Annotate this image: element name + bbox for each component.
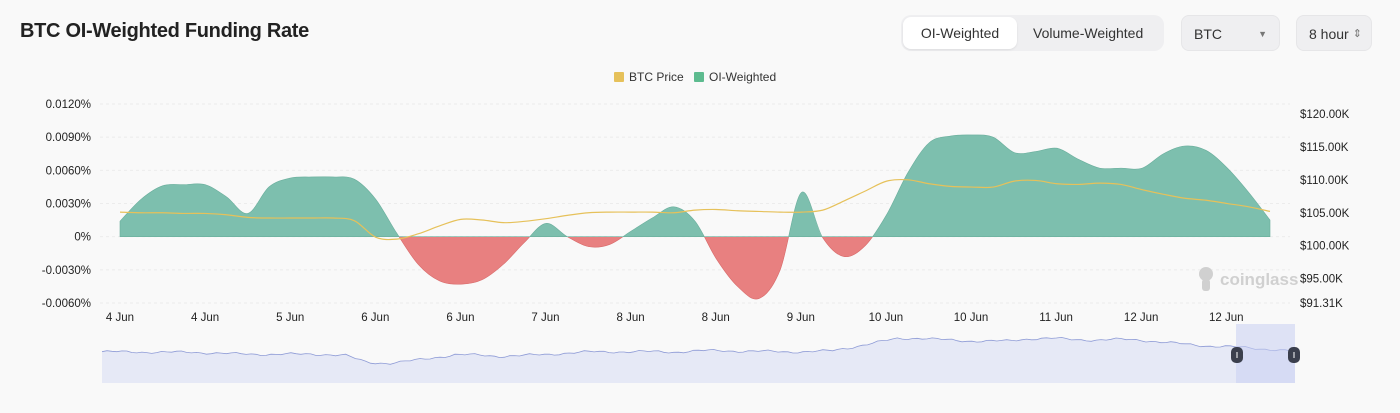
y-right-tick-label: $100.00K <box>1300 241 1350 253</box>
y-right-tick-label: $120.00K <box>1300 109 1350 121</box>
y-right-tick-label: $110.00K <box>1300 175 1349 187</box>
navigator-area <box>102 337 1295 383</box>
y-right-tick-label: $91.31K <box>1300 298 1343 310</box>
x-tick-label: 6 Jun <box>361 312 389 324</box>
x-tick-label: 5 Jun <box>276 312 304 324</box>
y-tick-label: 0.0120% <box>46 99 91 111</box>
x-tick-label: 4 Jun <box>191 312 219 324</box>
interval-select[interactable]: 8 hour ⇕ <box>1296 15 1372 51</box>
y-tick-label: 0.0090% <box>46 132 91 144</box>
navigator[interactable] <box>101 324 1300 383</box>
x-tick-label: 8 Jun <box>702 312 730 324</box>
btc-price-line <box>119 178 1271 241</box>
watermark-text: coinglass <box>1220 270 1298 289</box>
navigator-selection[interactable] <box>1236 324 1295 383</box>
x-tick-label: 4 Jun <box>106 312 134 324</box>
weighting-toggle: OI-Weighted Volume-Weighted <box>901 15 1164 51</box>
coinglass-logo-icon <box>1199 267 1213 281</box>
coin-select-value: BTC <box>1194 26 1222 42</box>
legend: BTC Price OI-Weighted <box>614 70 776 84</box>
tab-oi-weighted[interactable]: OI-Weighted <box>903 17 1017 49</box>
x-tick-label: 12 Jun <box>1209 312 1244 324</box>
y-axis-left: 0.0120% 0.0090% 0.0060% 0.0030% 0% -0.0030% -0… <box>42 99 91 310</box>
y-tick-label: -0.0060% <box>42 298 91 310</box>
caret-down-icon: ▼ <box>1258 29 1267 39</box>
watermark: coinglass <box>1199 267 1298 291</box>
coin-select[interactable]: BTC ▼ <box>1181 15 1280 51</box>
y-tick-label: 0.0030% <box>46 199 91 211</box>
tab-volume-weighted[interactable]: Volume-Weighted <box>1033 25 1144 41</box>
legend-oi-weighted[interactable]: OI-Weighted <box>709 70 776 84</box>
y-right-tick-label: $115.00K <box>1300 142 1349 154</box>
y-right-tick-label: $105.00K <box>1300 208 1350 220</box>
interval-select-value: 8 hour <box>1309 26 1349 42</box>
x-tick-label: 6 Jun <box>446 312 474 324</box>
x-tick-label: 7 Jun <box>531 312 559 324</box>
x-tick-label: 11 Jun <box>1039 312 1073 324</box>
page-title: BTC OI-Weighted Funding Rate <box>20 20 309 42</box>
x-tick-label: 10 Jun <box>869 312 904 324</box>
legend-swatch-oi-weighted <box>694 72 704 82</box>
x-tick-label: 9 Jun <box>787 312 815 324</box>
x-axis: 4 Jun 4 Jun 5 Jun 6 Jun 6 Jun 7 Jun 8 Jun 8 Jun… <box>106 312 1244 324</box>
y-tick-label: -0.0030% <box>42 265 91 277</box>
legend-btc-price[interactable]: BTC Price <box>629 70 684 84</box>
legend-swatch-btc-price <box>614 72 624 82</box>
updown-icon: ⇕ <box>1352 28 1362 40</box>
y-right-tick-label: $95.00K <box>1300 274 1343 286</box>
y-axis-right: $120.00K $115.00K $110.00K $105.00K $100.00K… <box>1300 109 1350 310</box>
oi-weighted-positive-area <box>119 134 1271 237</box>
navigator-line <box>101 336 1295 365</box>
x-tick-label: 8 Jun <box>617 312 645 324</box>
x-tick-label: 10 Jun <box>954 312 989 324</box>
y-tick-label: 0% <box>74 232 91 244</box>
x-tick-label: 12 Jun <box>1124 312 1159 324</box>
oi-weighted-negative-area <box>398 237 873 300</box>
y-tick-label: 0.0060% <box>46 165 91 177</box>
